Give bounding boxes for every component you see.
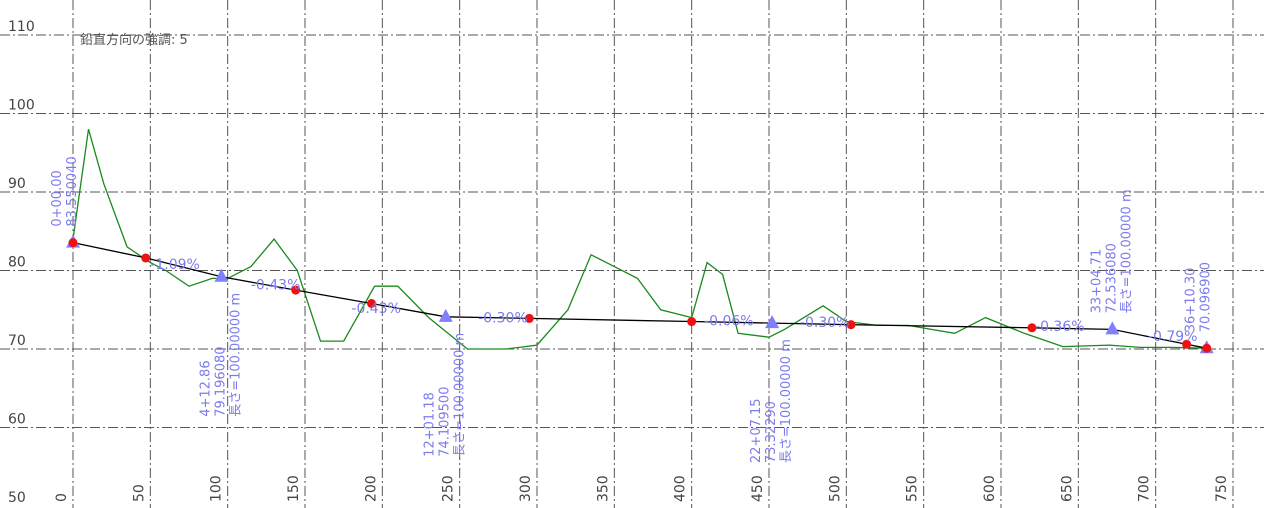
x-tick-label: 400 <box>673 475 689 502</box>
vertical-curve-point <box>291 285 301 295</box>
pvi-label-line: 70.096900 <box>1199 262 1214 332</box>
pvi-label-line: 74.109500 <box>438 387 453 457</box>
pvi-label-line: 12+01.18 <box>423 392 438 457</box>
x-tick-label: 300 <box>518 475 534 502</box>
grade-label: -0.43% <box>351 301 401 317</box>
pvi-label-line: 22+07.15 <box>749 398 764 463</box>
vertical-curve-point <box>1202 343 1212 353</box>
y-axis-ticks: 50 60 70 80 90 100 110 <box>8 19 35 506</box>
pvi-label-line: 長さ=100.00000 m <box>1119 189 1134 313</box>
vertical-exaggeration-note: 鉛直方向の強調: 5 <box>80 32 188 48</box>
x-tick-label: 650 <box>1059 475 1075 502</box>
pvi-triangle-marker <box>1105 321 1120 335</box>
pvi-label-line: 36+10.30 <box>1184 268 1199 333</box>
x-tick-label: 600 <box>982 475 998 502</box>
grade-label: -0.30% <box>478 310 528 326</box>
x-tick-label: 450 <box>750 475 766 502</box>
vertical-curve-point <box>68 238 78 248</box>
markers <box>66 234 1214 354</box>
pvi-label-line: 33+04.71 <box>1089 249 1104 314</box>
grade-label: -1.09% <box>150 257 200 273</box>
pvi-triangle-marker <box>214 268 229 282</box>
y-tick-label: 80 <box>8 255 26 271</box>
grade-label: -0.30% <box>800 315 850 331</box>
vertical-curve-point <box>1027 323 1037 333</box>
x-tick-label: 350 <box>595 475 611 502</box>
grade-label: -0.06% <box>704 313 754 329</box>
pvi-label-line: 長さ=100.00000 m <box>228 293 243 417</box>
y-tick-label: 100 <box>8 98 35 114</box>
x-axis-ticks: 0 50 100 150 200 250 300 350 400 450 500 550 600 650 7… <box>54 475 1230 502</box>
x-tick-label: 700 <box>1137 475 1153 502</box>
grade-label: -0.79% <box>1148 329 1198 345</box>
x-tick-label: 50 <box>131 484 147 502</box>
vertical-curve-point <box>1182 339 1192 349</box>
pvi-label-line: 72.536080 <box>1104 243 1119 313</box>
y-tick-label: 60 <box>8 412 26 428</box>
x-tick-label: 150 <box>286 475 302 502</box>
pvi-label-line: 73.32290 <box>764 401 779 463</box>
x-tick-label: 100 <box>209 475 225 502</box>
pvi-label-line: 長さ=100.00000 m <box>453 333 468 457</box>
design-profile-line <box>72 241 1207 349</box>
x-tick-label: 200 <box>363 475 379 502</box>
y-tick-label: 90 <box>8 176 26 192</box>
pvi-label-line: 79.196080 <box>213 346 228 416</box>
grade-label: -0.36% <box>1035 319 1085 335</box>
pvi-label-line: 83.550040 <box>65 156 80 226</box>
grade-label: -0.43% <box>251 277 301 293</box>
x-tick-label: 0 <box>54 493 70 502</box>
vertical-curve-point <box>367 298 377 308</box>
x-tick-label: 250 <box>441 475 457 502</box>
pvi-triangle-marker <box>438 308 453 322</box>
vertical-curve-point <box>141 253 151 263</box>
pvi-triangle-marker <box>765 315 780 329</box>
x-tick-label: 500 <box>827 475 843 502</box>
y-tick-label: 110 <box>8 19 35 35</box>
labels: -1.09% -0.43% -0.43% -0.30% -0.06% -0.30% -0.3… <box>50 156 1214 463</box>
vertical-curve-point <box>524 313 534 323</box>
vertical-curve-point <box>687 317 697 327</box>
x-tick-label: 750 <box>1214 475 1230 502</box>
vertical-curve-point <box>846 320 856 330</box>
x-tick-label: 550 <box>905 475 921 502</box>
pvi-label-line: 4+12.86 <box>198 360 213 416</box>
pvi-label-line: 0+00.00 <box>50 170 65 226</box>
pvi-label-line: 長さ=100.00000 m <box>779 339 794 463</box>
y-tick-label: 70 <box>8 333 26 349</box>
y-tick-label: 50 <box>8 490 26 506</box>
